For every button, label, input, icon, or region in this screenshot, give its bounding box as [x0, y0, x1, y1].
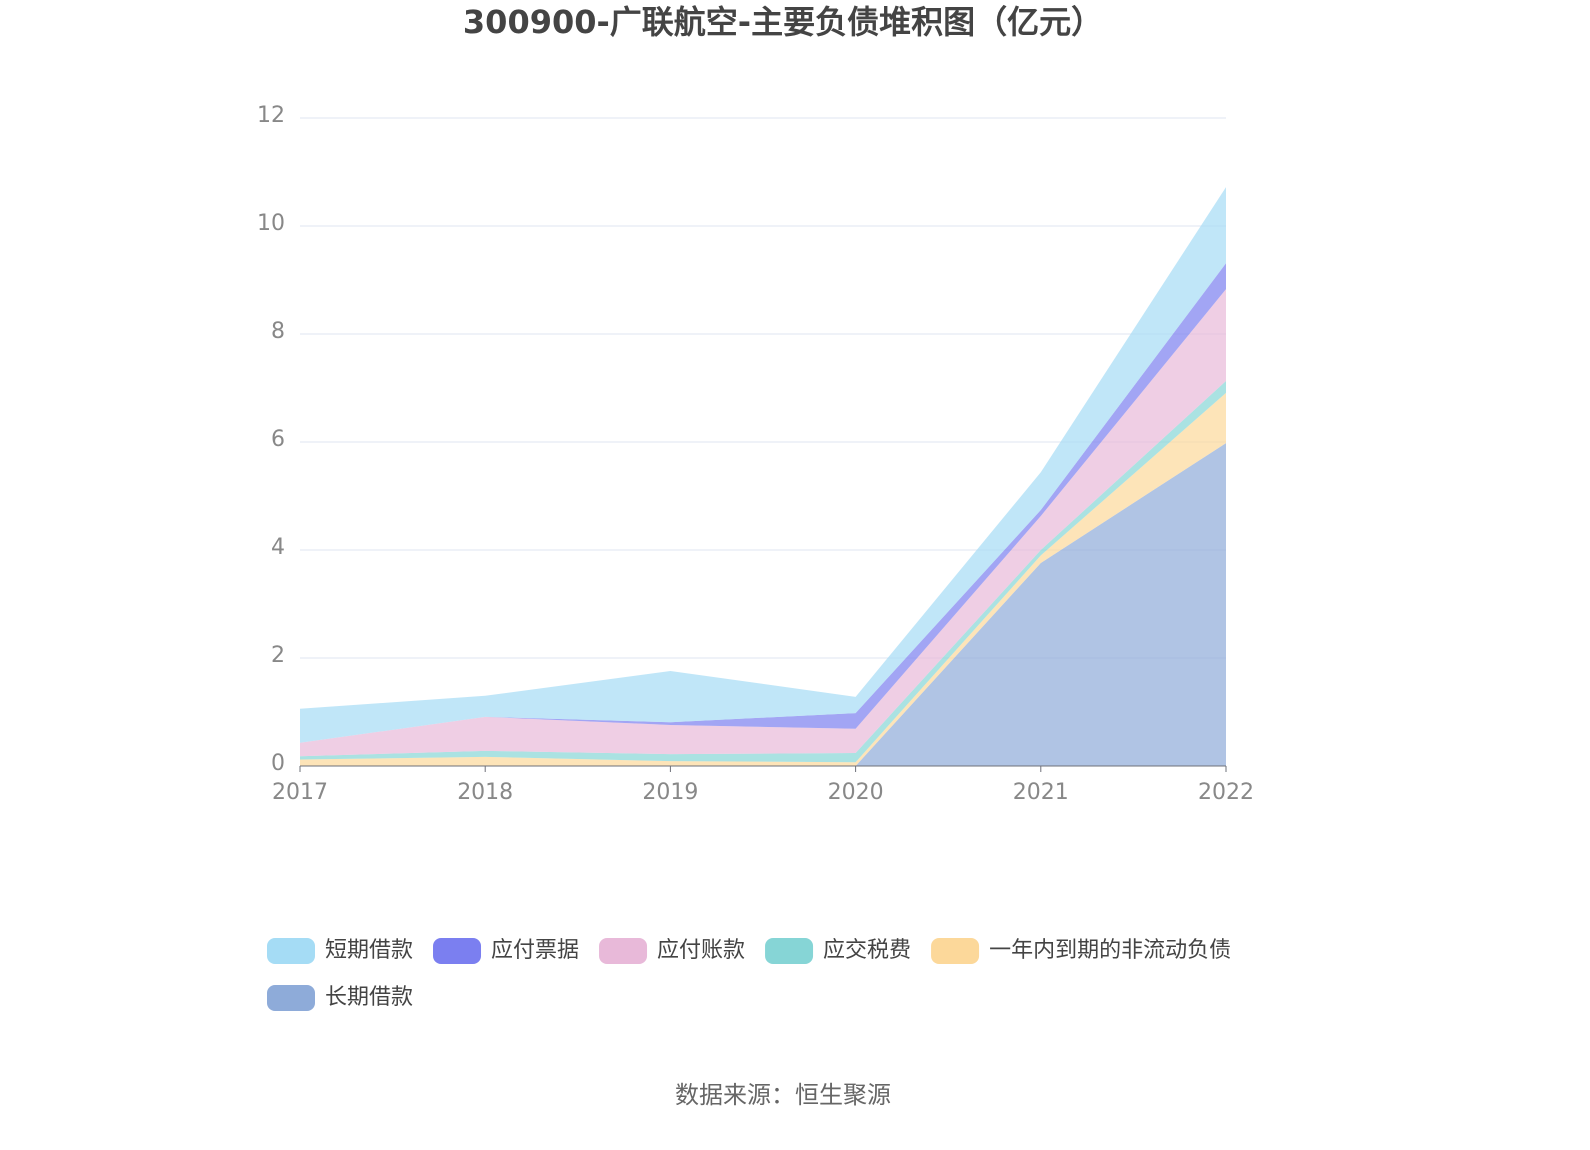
legend-swatch: [931, 938, 980, 964]
legend-label: 短期借款: [325, 938, 413, 963]
x-tick-label: 2022: [1198, 780, 1254, 805]
y-tick-label: 12: [257, 103, 285, 128]
y-tick-label: 0: [271, 751, 285, 776]
legend-item: 应交税费: [765, 938, 911, 964]
legend-item: 长期借款: [267, 985, 413, 1011]
chart-title: 300900-广联航空-主要负债堆积图（亿元）: [463, 3, 1103, 41]
x-tick-label: 2017: [272, 780, 328, 805]
legend-item: 应付账款: [599, 938, 745, 964]
legend-item: 短期借款: [267, 938, 413, 964]
legend-swatch: [267, 985, 315, 1011]
y-tick-label: 4: [271, 535, 285, 560]
legend-swatch: [599, 938, 648, 964]
x-tick-label: 2018: [457, 780, 513, 805]
area: [300, 289, 1226, 757]
y-tick-label: 10: [257, 211, 285, 236]
x-tick-label: 2020: [828, 780, 884, 805]
x-tick-label: 2021: [1013, 780, 1069, 805]
source-note: 数据来源：恒生聚源: [675, 1081, 891, 1109]
y-tick-label: 8: [271, 319, 285, 344]
legend-label: 长期借款: [325, 985, 413, 1010]
legend-item: 应付票据: [433, 938, 579, 964]
legend-label: 应付账款: [657, 938, 745, 963]
y-tick-label: 2: [271, 643, 285, 668]
legend-label: 一年内到期的非流动负债: [989, 938, 1231, 963]
y-tick-label: 6: [271, 427, 285, 452]
area: [300, 443, 1226, 766]
x-tick-label: 2019: [642, 780, 698, 805]
legend-swatch: [267, 938, 315, 964]
legend-swatch: [765, 938, 814, 964]
legend-label: 应付票据: [491, 938, 579, 963]
legend-label: 应交税费: [823, 938, 911, 963]
legend-item: 一年内到期的非流动负债: [931, 938, 1231, 964]
legend-swatch: [433, 938, 482, 964]
